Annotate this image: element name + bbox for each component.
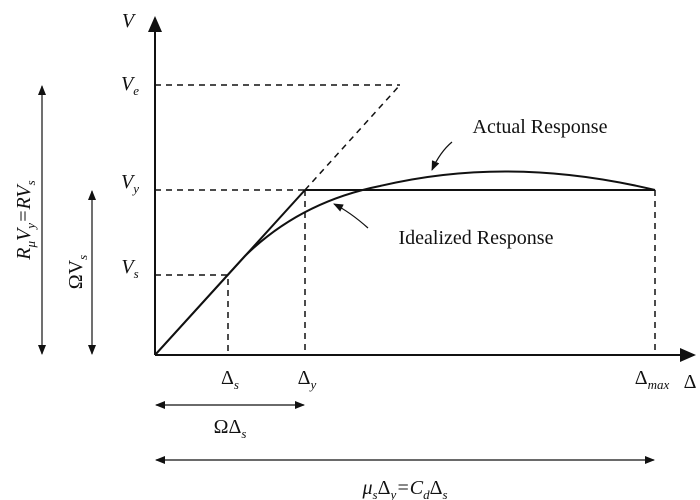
label-text: =RV <box>13 183 35 223</box>
label-subscript: d <box>423 487 430 500</box>
actual-label: Actual Response <box>473 116 608 138</box>
math-label: Ve​ <box>121 73 139 98</box>
label-text: V <box>121 256 136 278</box>
label-subscript: y <box>131 181 139 196</box>
actual-leader <box>431 141 453 171</box>
label-text: Δ <box>221 367 234 389</box>
label-subscript: s <box>241 426 246 441</box>
math-label: Rμ​Vy​=RVs​ <box>13 180 38 260</box>
elastic-extension <box>304 84 401 191</box>
math-label: Δ <box>684 371 697 393</box>
label-text: R <box>13 247 35 260</box>
math-label: Vs​ <box>121 256 138 281</box>
math-label: ΩVs​ <box>65 255 90 289</box>
label-subscript: s <box>23 180 38 185</box>
label-text: Δ <box>430 477 443 499</box>
label-subscript: μ <box>23 240 38 248</box>
label-subscript: y <box>309 377 317 392</box>
actual-response <box>154 170 656 356</box>
label-text: V <box>122 10 137 32</box>
math-label: Δs​ <box>221 367 239 392</box>
math-label: μs​Δy​=Cd​Δs​ <box>361 477 447 500</box>
label-text: Δ <box>378 477 391 499</box>
label-subscript: s <box>134 266 139 281</box>
label-subscript: e <box>133 83 139 98</box>
label-text: Δ <box>635 367 648 389</box>
label-text: ΩV <box>65 259 87 289</box>
label-subscript: s <box>442 487 447 500</box>
label-text: μ <box>361 477 372 499</box>
math-label: Δy​ <box>298 367 317 392</box>
label-subscript: y <box>388 487 396 500</box>
label-text: ΩΔ <box>214 416 242 438</box>
label-text: V <box>121 73 136 95</box>
label-subscript: s <box>373 487 378 500</box>
label-text: =C <box>396 477 423 499</box>
math-label: Vy​ <box>121 171 139 196</box>
math-label: Δmax​ <box>635 367 670 392</box>
label-text: Δ <box>298 367 311 389</box>
math-label: V <box>122 10 137 32</box>
idealized-label: Idealized Response <box>399 227 554 249</box>
label-text: Δ <box>684 371 697 393</box>
label-text: V <box>13 226 35 241</box>
label-subscript: y <box>23 223 38 231</box>
label-subscript: s <box>75 255 90 260</box>
label-subscript: max <box>648 377 670 392</box>
math-label: ΩΔs​ <box>214 416 247 441</box>
idealized-leader <box>333 203 369 229</box>
vs-guide <box>155 274 229 355</box>
label-text: V <box>121 171 136 193</box>
label-subscript: s <box>234 377 239 392</box>
